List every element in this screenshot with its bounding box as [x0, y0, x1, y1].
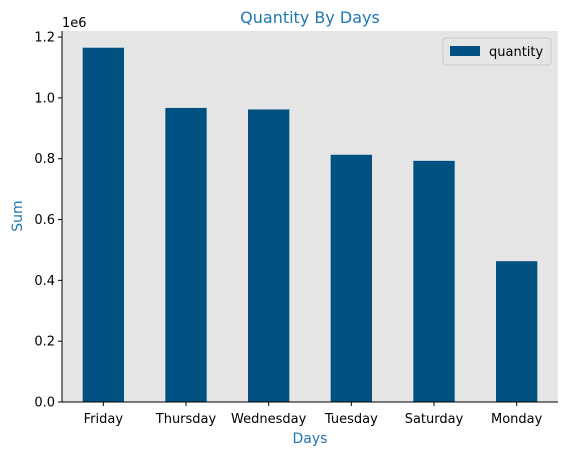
bar-monday — [496, 261, 538, 402]
legend-box — [442, 37, 552, 66]
y-offset-label: 1e6 — [62, 16, 87, 31]
x-axis-label: Days — [293, 431, 328, 447]
bar-group — [82, 47, 538, 403]
y-tick-label: 0.2 — [34, 335, 55, 350]
y-axis: 0.0 0.2 0.4 0.6 0.8 1.0 1.2 — [34, 31, 63, 411]
bar-tuesday — [330, 154, 372, 402]
y-tick-label: 0.8 — [34, 152, 55, 167]
legend-swatch — [450, 46, 480, 56]
legend-label: quantity — [489, 45, 544, 60]
x-axis: Friday Thursday Wednesday Tuesday Saturday Mo… — [62, 401, 558, 427]
x-tick-label: Friday — [84, 412, 124, 427]
bar-saturday — [413, 160, 455, 402]
y-tick-label: 1.2 — [34, 31, 55, 46]
x-tick-label: Thursday — [155, 412, 217, 427]
bar-thursday — [165, 107, 207, 402]
bar-friday — [82, 47, 124, 403]
x-tick-label: Saturday — [405, 412, 464, 427]
x-tick-label: Wednesday — [231, 412, 307, 427]
legend: quantity — [442, 37, 552, 66]
y-tick-label: 0.0 — [34, 396, 55, 411]
y-tick-label: 0.6 — [34, 213, 55, 228]
y-axis-label: Sum — [10, 200, 26, 231]
x-tick-label: Monday — [491, 412, 543, 427]
y-tick-label: 1.0 — [34, 91, 55, 106]
chart-title: Quantity By Days — [240, 8, 380, 27]
x-tick-label: Tuesday — [324, 412, 378, 427]
y-tick-label: 0.4 — [34, 274, 55, 289]
plot-background — [62, 31, 558, 402]
bar-wednesday — [248, 109, 290, 403]
